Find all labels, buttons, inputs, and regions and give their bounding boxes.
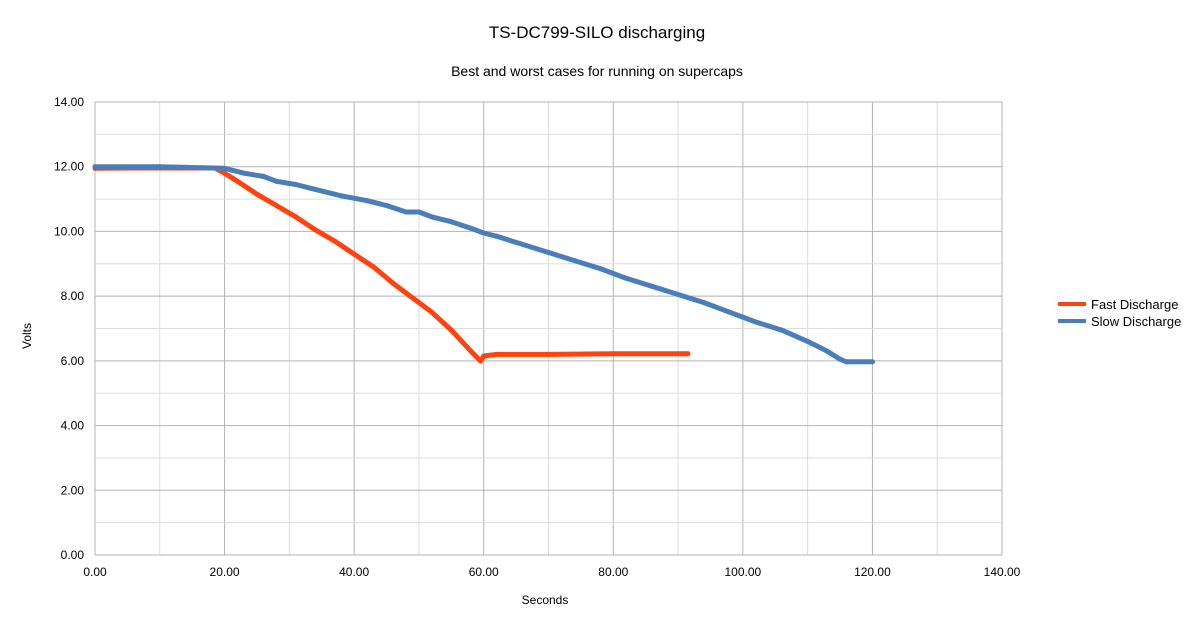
fast-discharge-point bbox=[390, 280, 396, 286]
slow-discharge-point bbox=[623, 275, 629, 281]
fast-discharge-point bbox=[546, 351, 551, 357]
fast-discharge-point bbox=[293, 214, 299, 220]
fast-discharge-point bbox=[448, 327, 454, 333]
series-lines bbox=[92, 164, 875, 365]
slow-discharge-point bbox=[753, 319, 759, 325]
slow-discharge-point bbox=[260, 173, 266, 179]
slow-discharge-point bbox=[384, 203, 390, 209]
y-tick-label: 0.00 bbox=[61, 548, 85, 562]
slow-discharge-point bbox=[824, 348, 830, 354]
legend: Fast Discharge Slow Discharge bbox=[1058, 297, 1181, 329]
x-tick-label: 140.00 bbox=[984, 565, 1021, 579]
slow-discharge-point bbox=[649, 283, 655, 289]
fast-discharge-point bbox=[429, 309, 435, 315]
fast-discharge-point bbox=[254, 191, 260, 197]
slow-discharge-point bbox=[293, 182, 299, 188]
y-tick-label: 12.00 bbox=[54, 160, 84, 174]
fast-discharge-point bbox=[481, 353, 487, 359]
slow-discharge-point bbox=[338, 193, 344, 199]
x-axis-title: Seconds bbox=[522, 593, 569, 607]
y-tick-label: 2.00 bbox=[61, 483, 85, 497]
chart-title: TS-DC799-SILO discharging bbox=[489, 23, 705, 42]
slow-discharge-point bbox=[837, 356, 843, 362]
x-tick-label: 80.00 bbox=[598, 565, 628, 579]
slow-discharge-point bbox=[844, 359, 850, 365]
slow-discharge-point bbox=[481, 230, 487, 236]
slow-discharge-point bbox=[416, 209, 422, 215]
slow-discharge-point bbox=[157, 164, 163, 170]
slow-discharge-point bbox=[727, 309, 733, 315]
slow-discharge-point bbox=[546, 249, 551, 255]
fast-discharge-legend-label: Fast Discharge bbox=[1091, 297, 1178, 312]
y-tick-label: 8.00 bbox=[61, 289, 85, 303]
chart-subtitle: Best and worst cases for running on supe… bbox=[451, 63, 743, 79]
slow-discharge-point bbox=[222, 165, 228, 171]
fast-discharge-point bbox=[494, 351, 500, 357]
y-tick-label: 14.00 bbox=[54, 95, 84, 109]
slow-discharge-legend-label: Slow Discharge bbox=[1091, 314, 1181, 329]
slow-discharge-point bbox=[597, 266, 603, 272]
slow-discharge-point bbox=[273, 178, 279, 184]
slow-discharge-point bbox=[364, 198, 370, 204]
slow-discharge-point bbox=[520, 241, 526, 247]
slow-discharge-point bbox=[701, 300, 707, 306]
slow-discharge-point bbox=[429, 214, 435, 220]
fast-discharge-point bbox=[371, 264, 377, 270]
slow-discharge-point bbox=[779, 327, 785, 333]
y-tick-label: 10.00 bbox=[54, 224, 84, 238]
fast-discharge-point bbox=[610, 351, 616, 357]
x-tick-label: 20.00 bbox=[210, 565, 240, 579]
fast-discharge-point bbox=[332, 238, 338, 244]
x-tick-label: 120.00 bbox=[854, 565, 891, 579]
fast-discharge-point bbox=[409, 295, 415, 301]
slow-discharge-point bbox=[403, 209, 409, 215]
x-tick-label: 0.00 bbox=[83, 565, 107, 579]
slow-discharge-point bbox=[869, 359, 875, 365]
slow-discharge-point bbox=[571, 258, 577, 264]
x-tick-label: 60.00 bbox=[469, 565, 499, 579]
ticks: 0.00 20.00 40.00 60.00 80.00 100.00 120.00 140.… bbox=[54, 95, 1021, 579]
fast-discharge-line bbox=[92, 165, 691, 364]
y-axis-title: Volts bbox=[20, 323, 34, 349]
slow-discharge-point bbox=[805, 338, 811, 344]
fast-discharge-point bbox=[312, 227, 318, 233]
y-tick-label: 4.00 bbox=[61, 419, 85, 433]
slow-discharge-line bbox=[92, 164, 875, 365]
slow-discharge-point bbox=[448, 219, 454, 225]
fast-discharge-point bbox=[351, 251, 357, 257]
slow-discharge-point bbox=[241, 170, 247, 176]
x-tick-label: 40.00 bbox=[339, 565, 369, 579]
slow-discharge-point bbox=[92, 164, 98, 170]
slow-discharge-point bbox=[494, 233, 500, 239]
fast-discharge-point bbox=[477, 358, 483, 364]
fast-discharge-point bbox=[468, 348, 474, 354]
x-tick-label: 100.00 bbox=[725, 565, 762, 579]
fast-discharge-point bbox=[222, 170, 228, 176]
fast-discharge-point bbox=[685, 351, 691, 357]
fast-discharge-point bbox=[235, 178, 241, 184]
fast-discharge-point bbox=[273, 203, 279, 209]
y-tick-label: 6.00 bbox=[61, 354, 85, 368]
slow-discharge-point bbox=[675, 292, 681, 298]
slow-discharge-point bbox=[312, 186, 318, 192]
slow-discharge-point bbox=[468, 225, 474, 231]
